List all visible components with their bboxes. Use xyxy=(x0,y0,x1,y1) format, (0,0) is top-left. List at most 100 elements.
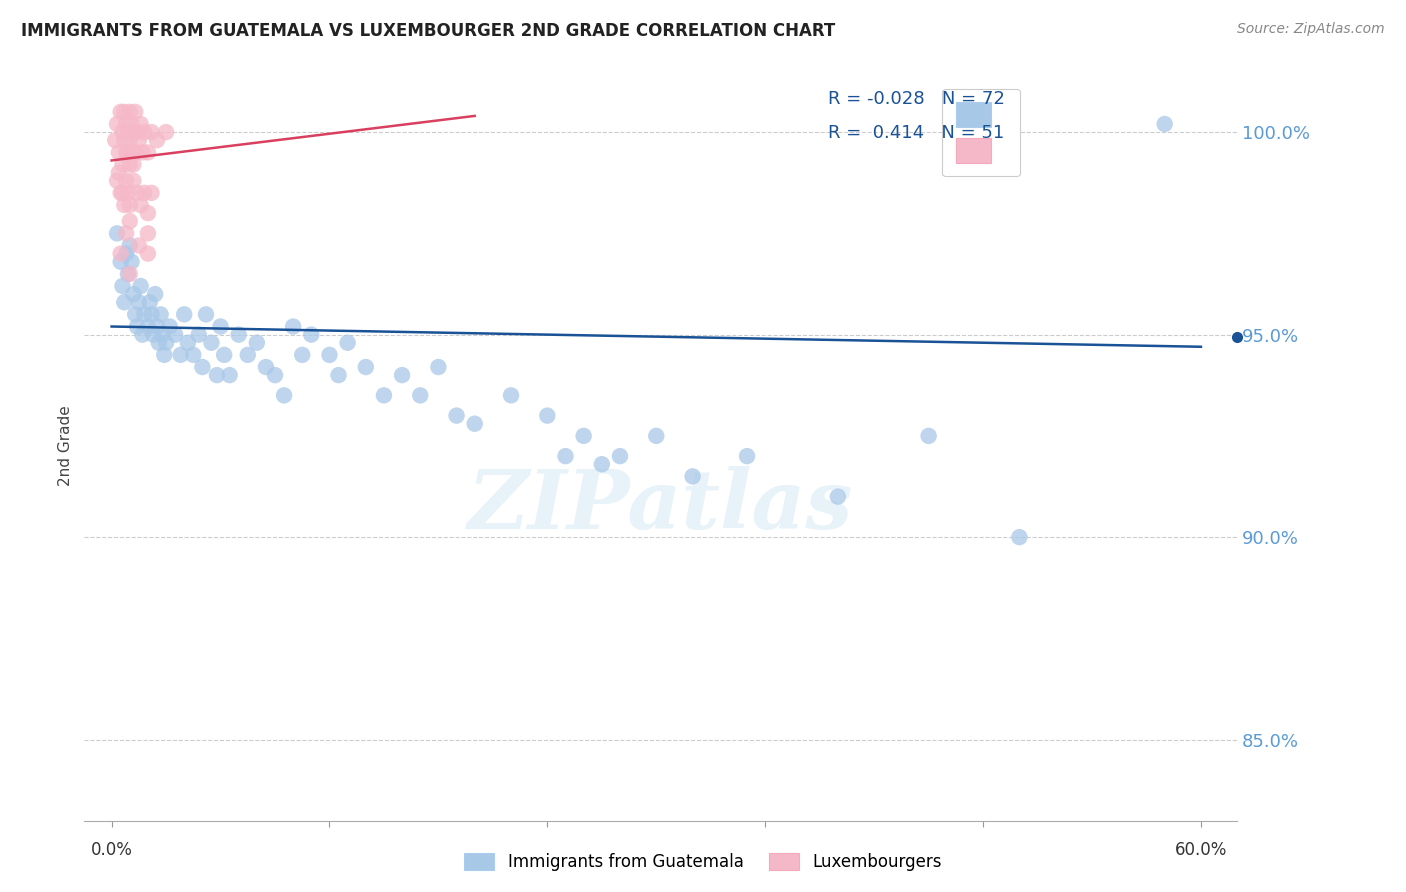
Point xyxy=(246,335,269,350)
Point xyxy=(111,186,134,200)
Point xyxy=(499,388,522,402)
Point xyxy=(124,145,146,160)
Point xyxy=(159,319,181,334)
Point xyxy=(328,368,350,383)
Point xyxy=(105,117,128,131)
Point xyxy=(115,174,138,188)
Point xyxy=(427,359,450,374)
Point xyxy=(181,348,204,362)
Text: 60.0%: 60.0% xyxy=(1175,841,1227,859)
Point xyxy=(283,319,305,334)
Point xyxy=(115,117,138,131)
Point xyxy=(827,490,849,504)
Point xyxy=(110,104,132,119)
Point xyxy=(645,429,668,443)
Point xyxy=(209,319,232,334)
Point xyxy=(169,348,191,362)
Point xyxy=(354,359,377,374)
Point xyxy=(572,429,595,443)
Point xyxy=(112,295,135,310)
Point xyxy=(155,335,177,350)
Point xyxy=(129,198,152,212)
Point xyxy=(118,104,141,119)
Point xyxy=(115,246,138,260)
Point xyxy=(228,327,250,342)
Point xyxy=(254,359,277,374)
Point xyxy=(218,368,240,383)
Point xyxy=(108,145,131,160)
Point xyxy=(111,157,134,171)
Point xyxy=(136,145,159,160)
Point xyxy=(536,409,558,423)
Point xyxy=(134,307,156,321)
Point xyxy=(273,388,295,402)
Point xyxy=(112,104,135,119)
Point xyxy=(131,327,153,342)
Point xyxy=(118,214,141,228)
Point xyxy=(110,246,132,260)
Point xyxy=(299,327,322,342)
Point xyxy=(105,174,128,188)
Point xyxy=(591,457,613,471)
Point xyxy=(117,186,139,200)
Point xyxy=(264,368,287,383)
Point xyxy=(446,409,468,423)
Point xyxy=(191,359,214,374)
Point xyxy=(110,186,132,200)
Point xyxy=(136,319,159,334)
Point xyxy=(195,307,218,321)
Point xyxy=(554,449,576,463)
Point xyxy=(391,368,413,383)
Point xyxy=(111,279,134,293)
Point xyxy=(138,295,160,310)
Point xyxy=(125,125,148,139)
Point xyxy=(131,145,153,160)
Point xyxy=(1008,530,1031,544)
Point xyxy=(129,279,152,293)
Point xyxy=(236,348,259,362)
Point xyxy=(122,287,145,301)
Point xyxy=(152,327,174,342)
Point xyxy=(200,335,222,350)
Point xyxy=(464,417,486,431)
Point xyxy=(118,267,141,281)
Point xyxy=(122,157,145,171)
Point xyxy=(125,186,148,200)
Point xyxy=(121,254,143,268)
Point xyxy=(409,388,432,402)
Point xyxy=(118,157,141,171)
Point xyxy=(122,174,145,188)
Point xyxy=(128,238,150,252)
Point xyxy=(121,117,143,131)
Point xyxy=(115,227,138,241)
Text: 0.0%: 0.0% xyxy=(90,841,132,859)
Point xyxy=(112,198,135,212)
Point xyxy=(136,227,159,241)
Point xyxy=(141,307,163,321)
Point xyxy=(136,206,159,220)
Point xyxy=(121,145,143,160)
Legend: , : , xyxy=(942,88,1019,177)
Point xyxy=(105,227,128,241)
Point xyxy=(917,429,939,443)
Point xyxy=(136,246,159,260)
Point xyxy=(165,327,187,342)
Point xyxy=(108,166,131,180)
Text: R =  0.414   N = 51: R = 0.414 N = 51 xyxy=(828,124,1004,142)
Point xyxy=(117,125,139,139)
Point xyxy=(373,388,395,402)
Point xyxy=(155,125,177,139)
Point xyxy=(143,287,166,301)
Text: R = -0.028   N = 72: R = -0.028 N = 72 xyxy=(828,90,1005,108)
Point xyxy=(153,348,176,362)
Text: Source: ZipAtlas.com: Source: ZipAtlas.com xyxy=(1237,22,1385,37)
Point xyxy=(112,133,135,147)
Point xyxy=(118,238,141,252)
Point xyxy=(122,125,145,139)
Point xyxy=(336,335,359,350)
Point xyxy=(118,133,141,147)
Point xyxy=(609,449,631,463)
Point xyxy=(118,198,141,212)
Y-axis label: 2nd Grade: 2nd Grade xyxy=(58,406,73,486)
Point xyxy=(124,307,146,321)
